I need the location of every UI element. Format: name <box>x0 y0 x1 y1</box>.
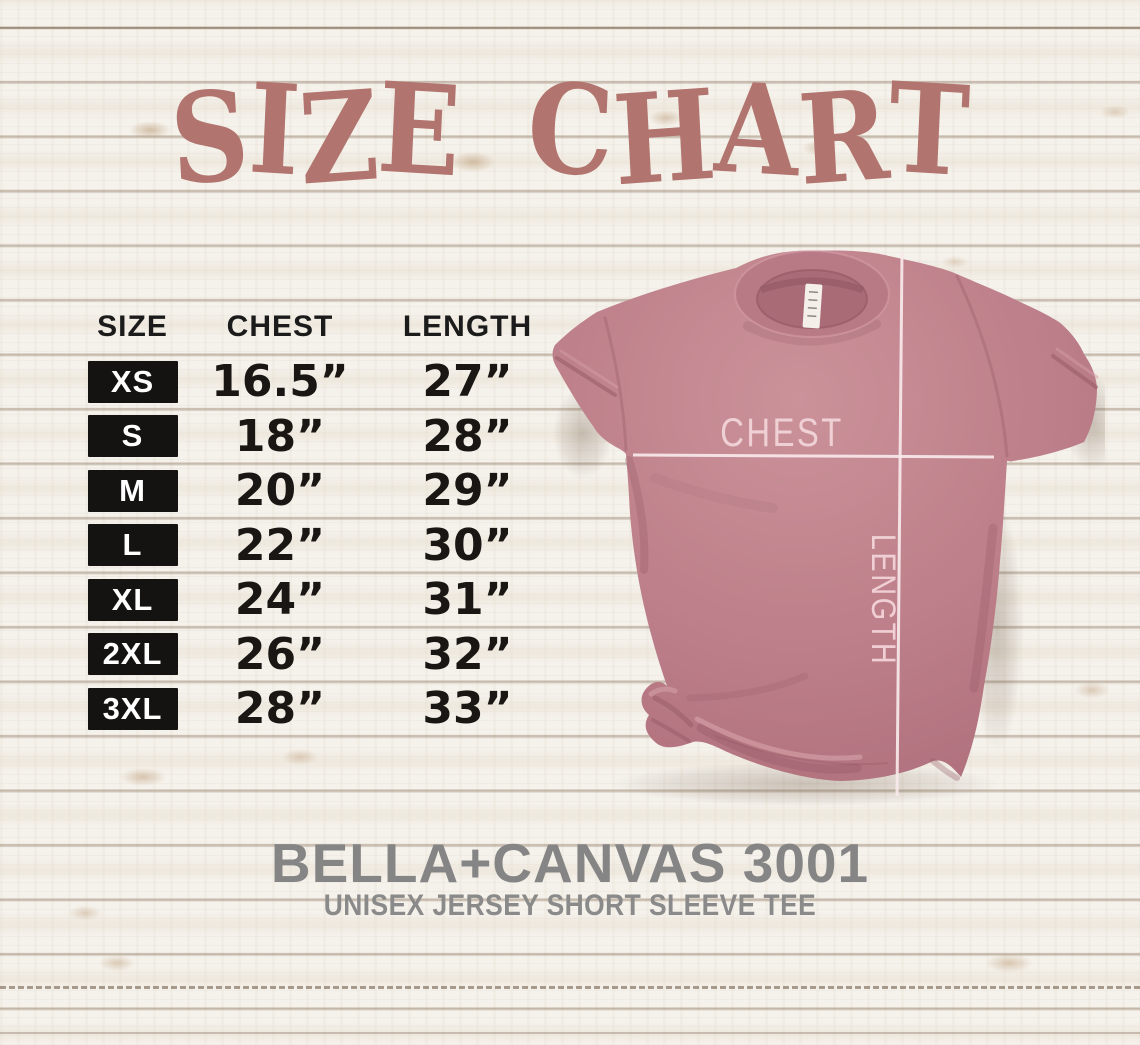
size-badge: 2XL <box>87 633 178 676</box>
chest-value: 18” <box>234 410 326 462</box>
length-value: 28” <box>422 410 513 462</box>
length-value: 27” <box>422 356 513 408</box>
chest-label: CHEST <box>720 410 843 455</box>
chest-value: 16.5” <box>211 356 349 408</box>
length-value: 32” <box>422 628 513 680</box>
chest-value: 26” <box>234 628 326 680</box>
size-badge: XL <box>87 578 178 621</box>
neck-tag <box>802 283 823 329</box>
ground-shadow <box>610 762 1000 806</box>
product-name: BELLA+CANVAS 3001 <box>270 832 870 894</box>
size-badge: 3XL <box>87 687 178 730</box>
length-value: 31” <box>422 574 513 626</box>
tshirt-body <box>552 250 1097 781</box>
chest-measure-line <box>632 453 995 459</box>
plank-seam <box>0 986 1140 989</box>
size-badge: S <box>87 415 178 458</box>
sleeve-cuffs <box>555 347 1099 397</box>
length-value: 33” <box>422 683 513 735</box>
size-table: SIZE CHEST LENGTH XS 16.5” 27” S 18” 28”… <box>85 300 555 736</box>
chest-value: 20” <box>234 465 326 517</box>
length-value: 30” <box>422 519 513 571</box>
size-badge: XS <box>87 360 178 403</box>
chest-value: 28” <box>234 683 326 735</box>
length-value: 29” <box>422 465 513 517</box>
page-title: SIZE CHART <box>167 55 973 215</box>
plank-seam <box>0 1032 1140 1034</box>
plank-seam <box>0 27 1140 29</box>
fabric-wrinkles <box>603 274 1009 781</box>
length-measure-line <box>895 251 904 797</box>
product-subtitle: UNISEX JERSEY SHORT SLEEVE TEE <box>323 889 817 922</box>
length-label: LENGTH <box>864 534 903 667</box>
size-badge: L <box>87 524 178 567</box>
chest-value: 24” <box>234 574 326 626</box>
column-header-size: SIZE <box>97 310 168 344</box>
column-header-chest: CHEST <box>226 310 334 344</box>
column-header-length: LENGTH <box>402 310 533 344</box>
chest-value: 22” <box>234 519 326 571</box>
size-badge: M <box>87 469 178 512</box>
tshirt-photo: CHEST LENGTH <box>505 228 1121 813</box>
tshirt-illustration: CHEST LENGTH <box>552 250 1121 806</box>
